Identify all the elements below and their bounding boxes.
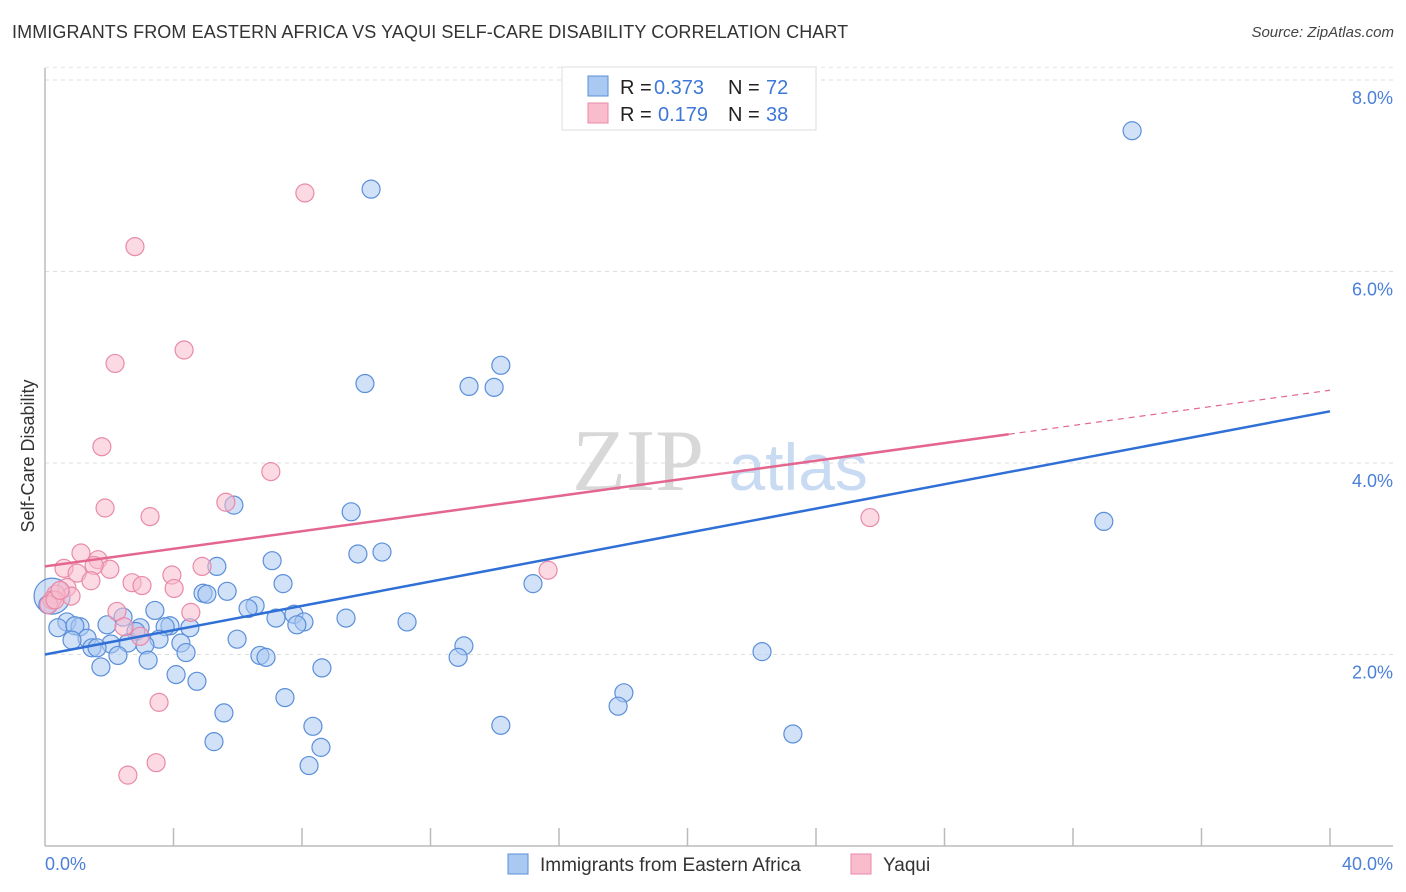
point-eastern-africa <box>372 542 392 562</box>
point-eastern-africa <box>752 642 772 662</box>
point-eastern-africa <box>1094 511 1114 532</box>
series-legend: Immigrants from Eastern Africa Yaqui <box>507 853 930 876</box>
point-yaqui <box>105 353 125 374</box>
point-eastern-africa <box>361 179 381 199</box>
point-eastern-africa <box>491 715 511 735</box>
point-yaqui <box>261 462 281 482</box>
point-eastern-africa <box>62 630 82 650</box>
point-eastern-africa <box>256 647 276 667</box>
point-yaqui <box>114 617 134 637</box>
y-tick-label: 6.0% <box>1352 280 1393 300</box>
point-eastern-africa <box>341 502 361 522</box>
point-yaqui <box>538 560 558 580</box>
legend-swatch-pink <box>587 102 609 124</box>
point-eastern-africa <box>48 618 68 638</box>
point-eastern-africa <box>783 724 803 744</box>
point-eastern-africa <box>204 732 224 752</box>
point-eastern-africa <box>303 716 323 736</box>
point-yaqui <box>295 183 315 203</box>
point-yaqui <box>95 498 115 518</box>
point-eastern-africa <box>299 755 319 776</box>
point-yaqui <box>174 340 194 360</box>
legend-swatch-blue <box>587 75 609 97</box>
y-axis-label: Self-Care Disability <box>18 379 38 532</box>
legend-row-pink: R = 0.179 N = 38 <box>620 104 788 126</box>
point-eastern-africa <box>484 377 504 397</box>
point-eastern-africa <box>227 629 247 649</box>
point-yaqui <box>132 575 152 596</box>
point-yaqui <box>181 602 201 622</box>
point-eastern-africa <box>311 737 331 757</box>
point-yaqui <box>149 692 169 712</box>
point-yaqui <box>81 571 101 591</box>
stats-legend: R = 0.373 N = 72 R = 0.179 N = 38 <box>561 66 817 131</box>
point-eastern-africa <box>1122 121 1142 141</box>
trendline-yaqui-extension <box>1008 389 1331 435</box>
point-eastern-africa <box>266 608 286 628</box>
point-eastern-africa <box>348 544 368 564</box>
point-eastern-africa <box>397 612 417 632</box>
point-eastern-africa <box>214 703 234 723</box>
x-tick-label-min: 0.0% <box>45 854 86 874</box>
point-yaqui <box>50 580 70 600</box>
point-eastern-africa <box>491 355 511 375</box>
point-eastern-africa <box>355 373 375 394</box>
point-yaqui <box>125 237 145 257</box>
legend-row-blue: R = 0.373 N = 72 <box>620 77 788 99</box>
point-eastern-africa <box>187 671 207 691</box>
point-eastern-africa <box>273 574 293 594</box>
point-eastern-africa <box>91 657 111 677</box>
point-eastern-africa <box>287 615 307 635</box>
y-tick-label: 2.0% <box>1352 663 1393 683</box>
chart-title: IMMIGRANTS FROM EASTERN AFRICA VS YAQUI … <box>12 22 849 42</box>
point-eastern-africa <box>176 642 196 663</box>
point-yaqui <box>860 507 880 528</box>
point-eastern-africa <box>608 696 628 716</box>
point-yaqui <box>100 559 120 579</box>
trendline-yaqui <box>44 433 1009 568</box>
point-yaqui <box>216 492 236 512</box>
point-eastern-africa <box>523 574 543 594</box>
point-yaqui <box>146 753 166 773</box>
point-eastern-africa <box>448 647 468 667</box>
point-eastern-africa <box>238 598 258 619</box>
point-eastern-africa <box>87 638 107 658</box>
point-eastern-africa <box>275 687 295 708</box>
point-eastern-africa <box>145 600 165 621</box>
y-tick-label: 8.0% <box>1352 88 1393 108</box>
point-eastern-africa <box>459 376 479 396</box>
point-yaqui <box>164 578 184 599</box>
point-eastern-africa <box>108 645 128 666</box>
point-yaqui <box>92 437 112 457</box>
watermark: ZIP atlas <box>572 410 868 510</box>
point-yaqui <box>192 556 212 577</box>
point-eastern-africa <box>262 551 282 571</box>
point-eastern-africa <box>336 608 356 628</box>
point-eastern-africa <box>217 581 237 601</box>
source-label: Source: ZipAtlas.com <box>1251 24 1394 41</box>
y-tick-label: 4.0% <box>1352 471 1393 491</box>
point-yaqui <box>140 507 160 527</box>
legend-swatch-yaqui <box>850 853 872 875</box>
trendline-eastern-africa <box>44 410 1331 656</box>
x-tick-label-max: 40.0% <box>1342 854 1393 874</box>
point-yaqui <box>118 765 138 785</box>
point-eastern-africa <box>166 665 186 685</box>
point-eastern-africa <box>312 658 332 678</box>
point-eastern-africa <box>138 650 158 670</box>
legend-label-yaqui: Yaqui <box>883 855 930 876</box>
legend-swatch-eastern-africa <box>507 853 529 875</box>
point-eastern-africa <box>197 584 217 604</box>
legend-label-eastern-africa: Immigrants from Eastern Africa <box>540 855 801 876</box>
